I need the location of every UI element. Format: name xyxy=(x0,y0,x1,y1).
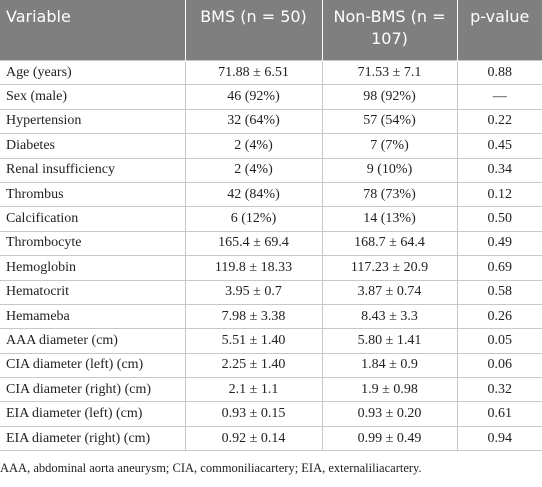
table-cell: 1.84 ± 0.9 xyxy=(321,352,458,379)
table-cell: 42 (84%) xyxy=(184,181,323,208)
table-row: Hypertension 32 (64%) 57 (54%) 0.22 xyxy=(0,108,542,135)
table-cell: 0.05 xyxy=(456,328,542,354)
header-row: Variable BMS (n = 50) Non-BMS (n = 107) p-v… xyxy=(0,0,542,61)
table-cell: 0.12 xyxy=(456,181,542,208)
table-cell: 0.99 ± 0.49 xyxy=(321,425,458,452)
table-row: Thrombus 42 (84%) 78 (73%) 0.12 xyxy=(0,181,542,208)
table-cell: 14 (13%) xyxy=(321,206,458,232)
table-cell: 0.50 xyxy=(456,206,542,232)
table-cell: 5.51 ± 1.40 xyxy=(184,328,323,354)
table-cell: 0.45 xyxy=(456,133,542,159)
table-cell: 8.43 ± 3.3 xyxy=(321,303,458,330)
table-cell: 32 (64%) xyxy=(184,108,323,135)
table-cell: 0.88 xyxy=(456,59,542,86)
table-cell: 5.80 ± 1.41 xyxy=(321,328,458,354)
table-cell: 119.8 ± 18.33 xyxy=(184,255,323,281)
table-cell: 0.69 xyxy=(456,255,542,281)
table-row: EIA diameter (right) (cm) 0.92 ± 0.14 0.99… xyxy=(0,425,542,452)
table-row: Thrombocyte 165.4 ± 69.4 168.7 ± 64.4 0.49 xyxy=(0,230,542,257)
table-cell: Thrombus xyxy=(0,181,186,208)
table-cell: Hemoglobin xyxy=(0,255,186,281)
table-cell: 57 (54%) xyxy=(321,108,458,135)
table-row: Calcification 6 (12%) 14 (13%) 0.50 xyxy=(0,206,542,232)
table-cell: 2.25 ± 1.40 xyxy=(184,352,323,379)
table-cell: 1.9 ± 0.98 xyxy=(321,377,458,403)
table-cell: Renal insufficiency xyxy=(0,157,186,183)
table-cell: 2 (4%) xyxy=(184,157,323,183)
table-cell: 2.1 ± 1.1 xyxy=(184,377,323,403)
table-cell: 7 (7%) xyxy=(321,133,458,159)
table-cell: Calcification xyxy=(0,206,186,232)
table-cell: 0.49 xyxy=(456,230,542,257)
table-cell: 0.26 xyxy=(456,303,542,330)
table-row: Diabetes 2 (4%) 7 (7%) 0.45 xyxy=(0,133,542,159)
table-cell: 168.7 ± 64.4 xyxy=(321,230,458,257)
table-cell: 0.32 xyxy=(456,377,542,403)
table-row: CIA diameter (left) (cm) 2.25 ± 1.40 1.84 … xyxy=(0,352,542,379)
table-cell: 0.92 ± 0.14 xyxy=(184,425,323,452)
table-row: EIA diameter (left) (cm) 0.93 ± 0.15 0.93 … xyxy=(0,401,542,427)
table-cell: Hematocrit xyxy=(0,279,186,305)
table-cell: AAA diameter (cm) xyxy=(0,328,186,354)
table-cell: 0.61 xyxy=(456,401,542,427)
table-row: AAA diameter (cm) 5.51 ± 1.40 5.80 ± 1.41 0… xyxy=(0,328,542,354)
table-body: Age (years) 71.88 ± 6.51 71.53 ± 7.1 0.88 Se… xyxy=(0,59,542,452)
table-row: CIA diameter (right) (cm) 2.1 ± 1.1 1.9 ± … xyxy=(0,377,542,403)
table-cell: 0.94 xyxy=(456,425,542,452)
table-cell: 0.22 xyxy=(456,108,542,135)
table-cell: Hypertension xyxy=(0,108,186,135)
table-cell: 3.87 ± 0.74 xyxy=(321,279,458,305)
table-cell: 78 (73%) xyxy=(321,181,458,208)
table-cell: 117.23 ± 20.9 xyxy=(321,255,458,281)
table-row: Sex (male) 46 (92%) 98 (92%) — xyxy=(0,84,542,110)
footnote: AAA, abdominal aorta aneurysm; CIA, comm… xyxy=(0,461,422,475)
table-cell: 71.53 ± 7.1 xyxy=(321,59,458,86)
table-cell: CIA diameter (right) (cm) xyxy=(0,377,186,403)
table-row: Hematocrit 3.95 ± 0.7 3.87 ± 0.74 0.58 xyxy=(0,279,542,305)
table-cell: 71.88 ± 6.51 xyxy=(184,59,323,86)
header-cell: p-value xyxy=(457,0,542,61)
table-cell: Hemameba xyxy=(0,303,186,330)
table-cell: Diabetes xyxy=(0,133,186,159)
table-row: Hemoglobin 119.8 ± 18.33 117.23 ± 20.9 0.69 xyxy=(0,255,542,281)
table-cell: 98 (92%) xyxy=(321,84,458,110)
table-cell: 0.58 xyxy=(456,279,542,305)
table-cell: Sex (male) xyxy=(0,84,186,110)
table-row: Hemameba 7.98 ± 3.38 8.43 ± 3.3 0.26 xyxy=(0,303,542,330)
header-cell: Non-BMS (n = 107) xyxy=(322,0,458,61)
table-cell: CIA diameter (left) (cm) xyxy=(0,352,186,379)
table-cell: 3.95 ± 0.7 xyxy=(184,279,323,305)
table-row: Age (years) 71.88 ± 6.51 71.53 ± 7.1 0.88 xyxy=(0,59,542,86)
table-cell: 46 (92%) xyxy=(184,84,323,110)
table-cell: — xyxy=(456,84,542,110)
header-cell: BMS (n = 50) xyxy=(185,0,323,61)
table-cell: Age (years) xyxy=(0,59,186,86)
table: Variable BMS (n = 50) Non-BMS (n = 107) p-v… xyxy=(0,0,542,452)
table-cell: 7.98 ± 3.38 xyxy=(184,303,323,330)
table-cell: 0.06 xyxy=(456,352,542,379)
table-cell: 6 (12%) xyxy=(184,206,323,232)
table-cell: 0.34 xyxy=(456,157,542,183)
table-cell: EIA diameter (left) (cm) xyxy=(0,401,186,427)
table-cell: 165.4 ± 69.4 xyxy=(184,230,323,257)
table-cell: 0.93 ± 0.20 xyxy=(321,401,458,427)
table-cell: Thrombocyte xyxy=(0,230,186,257)
table-cell: EIA diameter (right) (cm) xyxy=(0,425,186,452)
table-row: Renal insufficiency 2 (4%) 9 (10%) 0.34 xyxy=(0,157,542,183)
table-cell: 9 (10%) xyxy=(321,157,458,183)
table-cell: 0.93 ± 0.15 xyxy=(184,401,323,427)
table-cell: 2 (4%) xyxy=(184,133,323,159)
header-cell: Variable xyxy=(0,0,186,61)
